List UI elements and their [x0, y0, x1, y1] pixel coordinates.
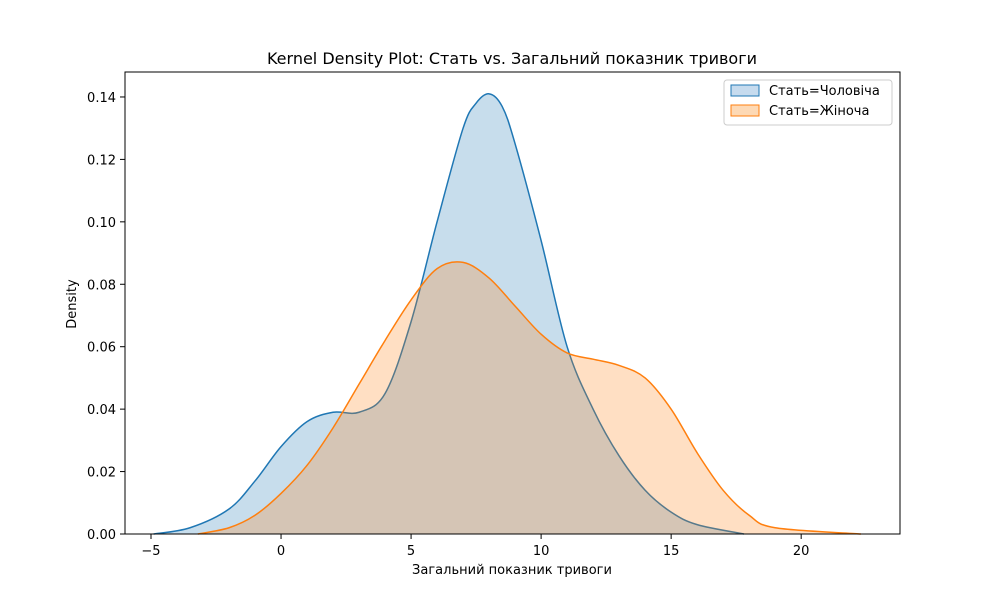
- y-tick-label: 0.06: [87, 341, 116, 356]
- axes-layer: −5 0 5 10 15 20 0.00 0.02 0.04 0.06 0.08 0.10 0.12 0.…: [87, 71, 901, 559]
- density-line-female: [197, 261, 862, 535]
- x-tick-label: 5: [407, 544, 415, 559]
- y-tick-label: 0.14: [87, 91, 116, 106]
- legend-label-female: Стать=Жіноча: [769, 104, 869, 119]
- plot-frame: [124, 71, 901, 535]
- x-tick-label: 10: [533, 544, 550, 559]
- legend-label-male: Стать=Чоловіча: [769, 84, 880, 99]
- density-area-female: [197, 261, 861, 534]
- legend-swatch-male: [730, 84, 760, 97]
- x-tick-label: −5: [141, 544, 160, 559]
- legend-swatch-female: [730, 104, 760, 117]
- x-tick-label: 20: [793, 544, 810, 559]
- x-axis-label: Загальний показник тривоги: [412, 563, 612, 578]
- x-tick-label: 15: [663, 544, 680, 559]
- y-tick-label: 0.00: [87, 528, 116, 543]
- chart-title: Kernel Density Plot: Стать vs. Загальний…: [267, 49, 757, 68]
- density-line-male: [153, 93, 745, 535]
- series-layer: [153, 93, 862, 535]
- legend-frame: [723, 79, 893, 126]
- density-area-male: [153, 93, 744, 534]
- y-tick-label: 0.10: [87, 216, 116, 231]
- y-tick-label: 0.12: [87, 153, 116, 168]
- y-axis-label: Density: [65, 279, 80, 329]
- y-tick-label: 0.02: [87, 466, 116, 481]
- y-tick-label: 0.04: [87, 403, 116, 418]
- y-tick-label: 0.08: [87, 278, 116, 293]
- x-tick-label: 0: [277, 544, 285, 559]
- legend: Стать=Чоловіча Стать=Жіноча: [723, 79, 893, 126]
